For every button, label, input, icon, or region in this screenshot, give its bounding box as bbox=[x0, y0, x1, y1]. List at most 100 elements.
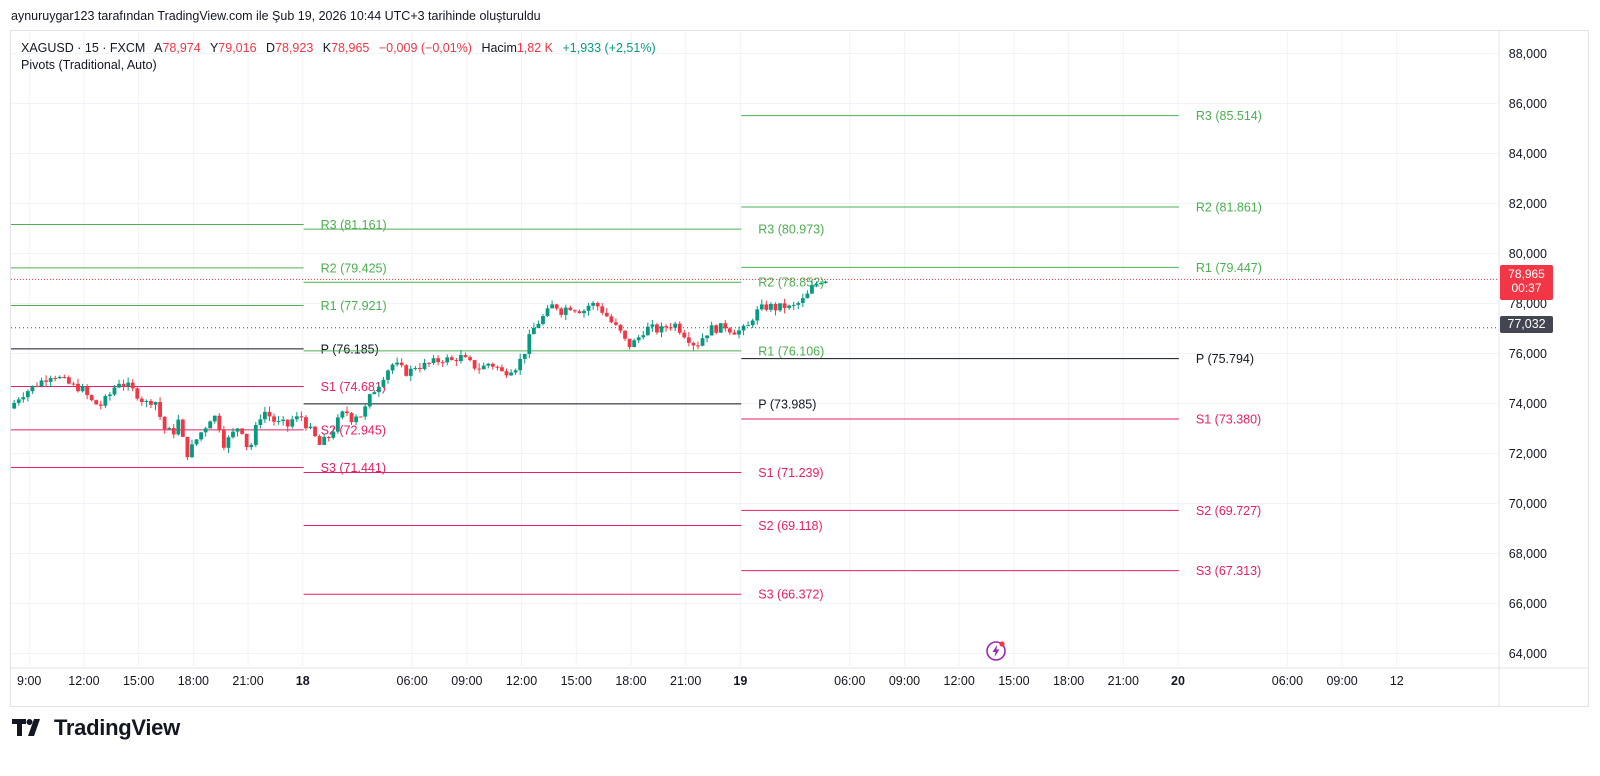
candle-body bbox=[290, 419, 295, 427]
candle-body bbox=[194, 439, 199, 445]
last-price-tag: 78,965 00:37 bbox=[1500, 265, 1553, 300]
candle-body bbox=[85, 386, 90, 396]
x-tick-label: 09:00 bbox=[1326, 674, 1357, 688]
candle-body bbox=[112, 387, 117, 395]
candle-body bbox=[513, 370, 518, 373]
candle-body bbox=[25, 391, 30, 398]
flash-icon[interactable] bbox=[985, 640, 1007, 662]
candle-body bbox=[627, 338, 632, 348]
candle-body bbox=[614, 322, 618, 325]
candle-body bbox=[272, 416, 276, 422]
x-tick-label: 15:00 bbox=[123, 674, 154, 688]
chart-frame[interactable] bbox=[10, 30, 1589, 707]
candle-body bbox=[190, 444, 194, 458]
pivot-label-s1: S1 (71.239) bbox=[758, 466, 823, 480]
candle-body bbox=[495, 366, 500, 368]
candle-body bbox=[436, 358, 441, 363]
candle-body bbox=[171, 428, 176, 435]
candle-body bbox=[267, 411, 272, 417]
candle-body bbox=[536, 323, 541, 328]
candle-body bbox=[746, 325, 751, 327]
legend-close-value: 78,965 bbox=[331, 41, 370, 55]
candle-body bbox=[563, 307, 568, 315]
legend-high-value: 79,016 bbox=[218, 41, 257, 55]
tradingview-logo-text: TradingView bbox=[54, 715, 180, 740]
candle-body bbox=[618, 324, 623, 331]
candle-body bbox=[609, 316, 614, 323]
pivot-label-s1: S1 (74.681) bbox=[321, 380, 386, 394]
candle-body bbox=[413, 367, 418, 369]
legend-symbol[interactable]: XAGUSD · 15 · FXCM bbox=[21, 41, 146, 55]
candle-body bbox=[340, 411, 345, 418]
legend-indicator[interactable]: Pivots (Traditional, Auto) bbox=[21, 58, 157, 72]
candle-body bbox=[66, 377, 71, 384]
candle-body bbox=[645, 326, 650, 336]
candle-body bbox=[500, 367, 504, 372]
candle-body bbox=[518, 358, 523, 371]
y-tick-label: 84,000 bbox=[1509, 147, 1547, 161]
candle-body bbox=[153, 402, 158, 405]
y-tick-label: 72,000 bbox=[1509, 447, 1547, 461]
candle-body bbox=[144, 400, 149, 402]
candle-body bbox=[632, 340, 637, 348]
candle-body bbox=[664, 326, 668, 328]
candle-body bbox=[773, 304, 778, 311]
legend-low-label: D bbox=[266, 41, 276, 55]
candle-body bbox=[253, 424, 258, 445]
legend-low-value: 78,923 bbox=[275, 41, 314, 55]
candle-body bbox=[445, 357, 450, 363]
y-tick-label: 86,000 bbox=[1509, 97, 1547, 111]
candle-body bbox=[800, 298, 805, 303]
candle-body bbox=[180, 419, 185, 437]
pivot-label-s2: S2 (72.945) bbox=[321, 423, 386, 437]
pivot-label-s2: S2 (69.118) bbox=[758, 519, 822, 533]
candle-body bbox=[53, 378, 58, 380]
x-tick-label: 12:00 bbox=[944, 674, 975, 688]
pivot-label-r3: R3 (80.973) bbox=[758, 223, 824, 237]
candle-body bbox=[404, 365, 409, 376]
candle-body bbox=[76, 383, 80, 392]
candle-body bbox=[294, 416, 299, 420]
candle-body bbox=[623, 330, 627, 339]
candle-body bbox=[167, 428, 172, 430]
pivot-label-p: P (73.985) bbox=[758, 397, 816, 411]
candle-body bbox=[162, 416, 167, 430]
candle-body bbox=[317, 436, 322, 445]
candle-body bbox=[231, 431, 235, 438]
candle-body bbox=[732, 332, 737, 335]
x-tick-label: 18:00 bbox=[615, 674, 646, 688]
candle-body bbox=[641, 335, 646, 338]
pivot-label-s3: S3 (66.372) bbox=[758, 588, 823, 602]
candle-body bbox=[427, 362, 431, 364]
candle-body bbox=[796, 302, 801, 305]
candle-body bbox=[326, 436, 331, 438]
candle-body bbox=[586, 305, 591, 311]
candle-body bbox=[755, 309, 760, 321]
candle-body bbox=[130, 382, 135, 389]
x-tick-label: 18 bbox=[296, 674, 310, 688]
candle-body bbox=[212, 415, 217, 422]
candle-body bbox=[440, 362, 445, 364]
x-tick-label: 18:00 bbox=[1053, 674, 1084, 688]
tradingview-logo[interactable]: TradingView bbox=[12, 714, 180, 742]
countdown-value: 00:37 bbox=[1511, 281, 1542, 295]
candle-body bbox=[723, 323, 728, 329]
candle-body bbox=[121, 383, 126, 387]
candle-body bbox=[208, 421, 213, 429]
candle-body bbox=[98, 404, 103, 406]
grid-lines bbox=[11, 31, 1498, 666]
y-tick-label: 76,000 bbox=[1509, 347, 1547, 361]
candle-body bbox=[509, 372, 513, 376]
candle-body bbox=[185, 436, 190, 458]
candle-body bbox=[490, 363, 495, 367]
candle-body bbox=[727, 328, 732, 333]
candle-body bbox=[764, 304, 769, 310]
candle-body bbox=[449, 357, 454, 361]
candle-body bbox=[276, 420, 281, 422]
candle-body bbox=[696, 345, 700, 347]
candle-body bbox=[395, 362, 400, 365]
candle-body bbox=[572, 310, 577, 312]
pivot-label-r3: R3 (81.161) bbox=[321, 218, 387, 232]
candle-body bbox=[459, 355, 463, 362]
